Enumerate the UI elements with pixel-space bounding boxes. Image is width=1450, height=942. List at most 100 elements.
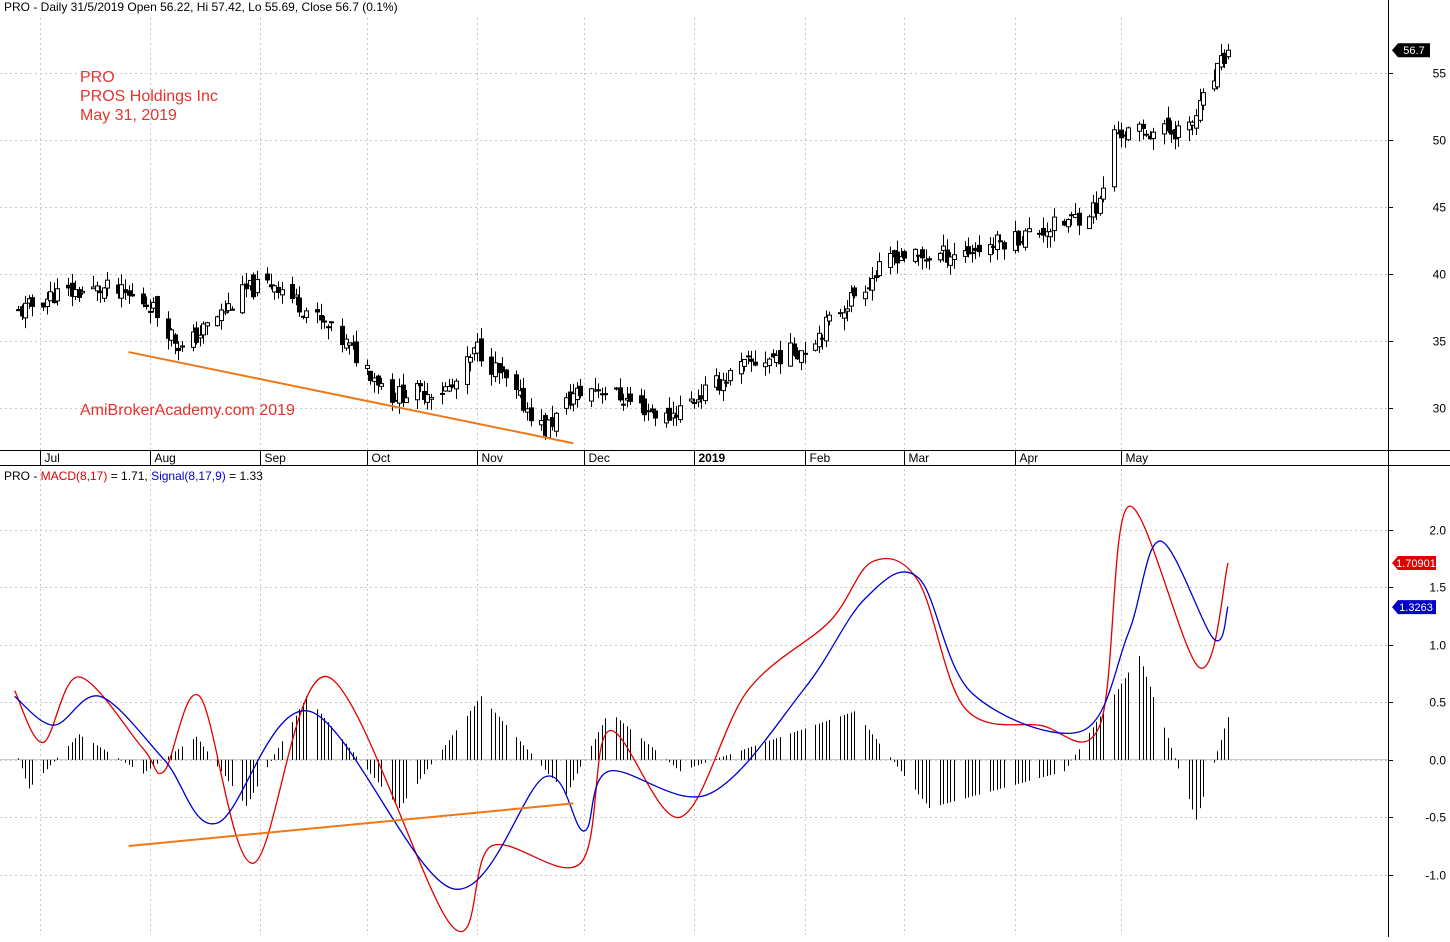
- candle-body: [1098, 197, 1103, 214]
- candle-body: [948, 256, 953, 266]
- candle-body: [393, 399, 398, 402]
- candle-body: [194, 327, 199, 343]
- candle-body: [223, 311, 228, 314]
- candle-body: [265, 273, 270, 281]
- candle-body: [397, 386, 402, 404]
- candle-body: [379, 383, 384, 387]
- candle-body: [689, 398, 694, 402]
- candle-body: [297, 297, 302, 313]
- annotation-ticker: PRO: [80, 69, 115, 86]
- candle-body: [1119, 129, 1124, 139]
- macd-value-badge: [1392, 556, 1436, 571]
- candle-body: [454, 380, 459, 390]
- candle-body: [45, 298, 50, 308]
- macd-y-tick-label: -0.5: [1425, 811, 1446, 825]
- candle-body: [554, 412, 559, 432]
- candle-body: [546, 419, 551, 439]
- candle-body: [315, 309, 320, 313]
- candle-body: [215, 316, 220, 327]
- candle-body: [977, 244, 982, 253]
- candle-body: [368, 370, 373, 382]
- candle-body: [525, 408, 530, 413]
- candle-body: [329, 321, 334, 324]
- candle-body: [653, 410, 658, 419]
- candle-body: [924, 259, 929, 262]
- candle-body: [151, 301, 156, 309]
- candle-body: [48, 291, 53, 302]
- candle-body: [642, 398, 647, 416]
- candle-body: [703, 384, 708, 402]
- candle-body: [692, 402, 697, 405]
- candle-body: [119, 284, 124, 299]
- candle-body: [571, 393, 576, 405]
- candle-body: [614, 387, 619, 390]
- candle-body: [418, 383, 423, 387]
- x-tick-label: Dec: [589, 451, 610, 465]
- candle-body: [354, 341, 359, 364]
- macd-y-tick-label: 2.0: [1429, 524, 1446, 538]
- candle-body: [429, 397, 434, 400]
- candle-body: [322, 320, 327, 323]
- macd-trendline: [128, 802, 574, 847]
- candle-body: [347, 342, 352, 346]
- price-trendline: [128, 351, 574, 445]
- candle-body: [717, 378, 722, 391]
- candle-body: [425, 394, 430, 403]
- candle-body: [1066, 219, 1071, 228]
- candle-body: [23, 302, 28, 319]
- price-y-tick-label: 55: [1433, 67, 1447, 81]
- candle-body: [1101, 187, 1106, 200]
- candle-body: [1002, 242, 1007, 250]
- x-tick-label: Aug: [155, 451, 176, 465]
- candle-body: [66, 284, 71, 289]
- last-price-label: 56.7: [1403, 45, 1424, 57]
- candle-body: [863, 291, 868, 300]
- candle-body: [1166, 117, 1171, 132]
- candle-body: [753, 361, 758, 366]
- candle-body: [888, 252, 893, 268]
- candle-body: [475, 341, 480, 354]
- candle-body: [1187, 121, 1192, 131]
- macd-y-tick-label: 0.5: [1429, 696, 1446, 710]
- candle-body: [788, 342, 793, 367]
- candle-body: [1144, 133, 1149, 136]
- candle-body: [230, 308, 235, 311]
- annotation-date: May 31, 2019: [80, 107, 177, 124]
- candle-body: [988, 244, 993, 256]
- signal-value-label: 1.3263: [1399, 602, 1433, 614]
- candle-body: [514, 374, 519, 391]
- candle-body: [877, 261, 882, 277]
- candle-body: [927, 258, 932, 261]
- candle-body: [123, 289, 128, 294]
- candle-body: [144, 304, 149, 308]
- candle-body: [1062, 220, 1067, 226]
- candle-body: [838, 312, 843, 315]
- candle-body: [326, 326, 331, 329]
- candle-body: [41, 302, 46, 308]
- candle-body: [180, 345, 185, 348]
- candle-body: [304, 310, 309, 318]
- candle-body: [870, 277, 875, 291]
- candle-body: [450, 384, 455, 388]
- macd-header-prefix: PRO -: [4, 469, 41, 483]
- candle-body: [1162, 123, 1167, 135]
- candle-body: [1041, 228, 1046, 236]
- x-tick-label: Nov: [482, 451, 503, 465]
- candle-body: [742, 358, 747, 367]
- candle-body: [290, 283, 295, 300]
- candle-body: [842, 312, 847, 319]
- candle-body: [1198, 100, 1203, 121]
- candle-body: [998, 240, 1003, 243]
- candle-body: [596, 389, 601, 392]
- candle-body: [415, 383, 420, 401]
- candle-body: [340, 325, 345, 345]
- price-y-tick-label: 50: [1433, 134, 1447, 148]
- candle-body: [440, 392, 445, 395]
- candle-body: [166, 318, 171, 339]
- candle-body: [489, 356, 494, 375]
- candle-body: [578, 385, 583, 397]
- candle-body: [240, 284, 245, 314]
- candle-body: [198, 334, 203, 339]
- x-tick-label: Jul: [45, 451, 60, 465]
